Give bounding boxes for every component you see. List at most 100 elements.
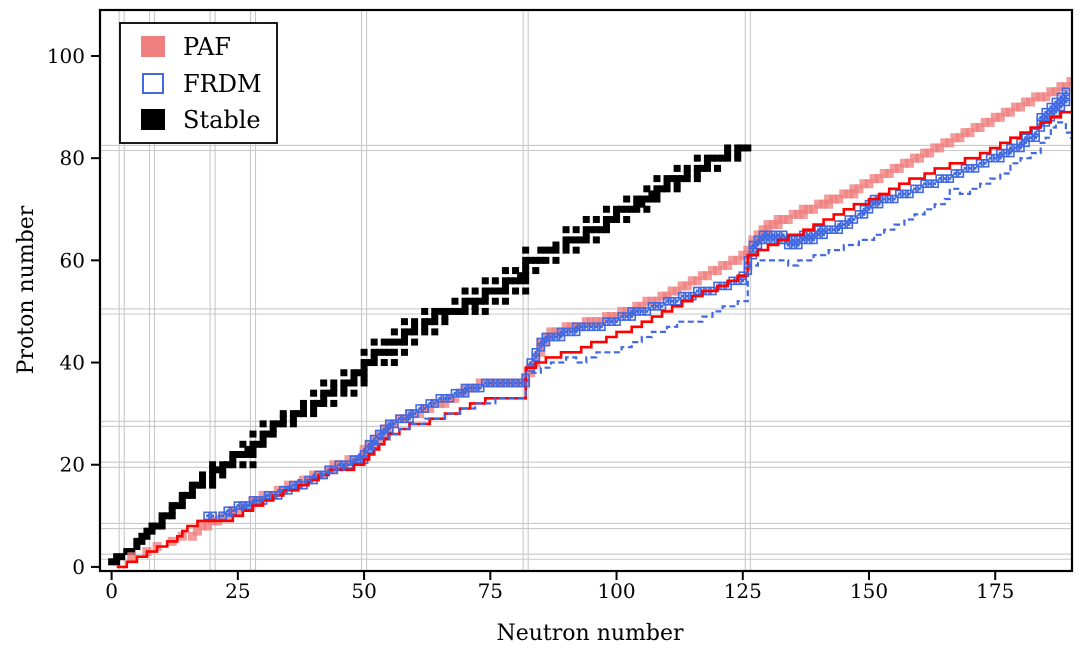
data-point-dot bbox=[857, 212, 861, 216]
data-point bbox=[360, 369, 368, 377]
data-point-dot bbox=[559, 330, 563, 334]
data-point bbox=[940, 138, 950, 148]
data-point bbox=[930, 179, 939, 189]
data-point bbox=[703, 164, 711, 172]
data-point bbox=[501, 277, 509, 285]
data-point bbox=[481, 307, 489, 315]
data-point bbox=[844, 220, 854, 229]
data-point bbox=[899, 158, 909, 168]
data-point-dot bbox=[958, 172, 962, 175]
data-point bbox=[1056, 97, 1066, 107]
data-point-dot bbox=[610, 320, 613, 324]
data-point bbox=[889, 194, 899, 204]
data-point-dot bbox=[948, 177, 952, 181]
data-point bbox=[163, 512, 171, 520]
data-point bbox=[723, 260, 733, 270]
data-point bbox=[219, 461, 227, 469]
data-point bbox=[714, 164, 722, 172]
data-point bbox=[607, 317, 616, 326]
data-point bbox=[330, 379, 338, 387]
data-point-dot bbox=[847, 218, 851, 221]
data-point bbox=[158, 522, 166, 530]
data-point-dot bbox=[241, 504, 245, 508]
data-point bbox=[693, 154, 701, 162]
data-point bbox=[758, 225, 768, 235]
y-tick-label: 20 bbox=[60, 453, 85, 477]
data-point bbox=[475, 383, 485, 393]
data-point-dot bbox=[615, 320, 618, 324]
data-point bbox=[113, 558, 121, 566]
data-point bbox=[436, 307, 444, 315]
data-point-dot bbox=[761, 238, 765, 242]
data-point bbox=[814, 199, 824, 209]
data-point bbox=[229, 451, 237, 459]
data-point bbox=[411, 323, 419, 331]
data-point bbox=[1051, 102, 1061, 112]
data-point bbox=[209, 476, 217, 484]
data-point bbox=[612, 312, 622, 322]
data-point bbox=[814, 225, 823, 234]
data-point bbox=[975, 123, 985, 133]
data-point bbox=[869, 199, 879, 209]
data-point bbox=[623, 195, 631, 203]
data-point bbox=[572, 226, 580, 234]
data-point bbox=[192, 526, 202, 536]
data-point bbox=[582, 236, 590, 244]
data-point bbox=[864, 179, 874, 189]
data-point bbox=[360, 379, 368, 387]
data-point bbox=[692, 276, 702, 286]
data-point bbox=[1001, 148, 1010, 158]
data-point bbox=[349, 455, 359, 464]
data-point bbox=[824, 194, 834, 204]
data-point-dot bbox=[771, 233, 775, 237]
data-point bbox=[839, 220, 849, 229]
data-point-dot bbox=[807, 233, 810, 237]
data-point bbox=[431, 307, 439, 315]
legend-label-frdm: FRDM bbox=[183, 70, 262, 98]
data-point bbox=[788, 209, 798, 219]
data-point bbox=[350, 369, 358, 377]
data-point bbox=[536, 347, 546, 357]
data-point bbox=[153, 522, 161, 530]
data-point bbox=[340, 384, 348, 392]
data-point bbox=[1061, 97, 1071, 107]
data-point bbox=[537, 246, 545, 254]
data-point bbox=[320, 389, 328, 397]
data-point-dot bbox=[751, 248, 755, 252]
data-point-dot bbox=[685, 294, 689, 298]
data-point-dot bbox=[529, 361, 533, 364]
data-point bbox=[259, 440, 267, 448]
data-point bbox=[824, 225, 833, 234]
data-point bbox=[435, 394, 445, 403]
data-point-dot bbox=[1008, 146, 1012, 150]
data-point bbox=[768, 230, 778, 240]
data-point bbox=[970, 164, 980, 173]
data-point bbox=[496, 378, 505, 388]
data-point bbox=[970, 123, 980, 133]
data-point bbox=[1026, 133, 1035, 143]
data-point-dot bbox=[680, 294, 684, 298]
data-point bbox=[1016, 143, 1025, 153]
data-point bbox=[824, 199, 834, 209]
data-point bbox=[219, 471, 227, 479]
data-point-dot bbox=[756, 243, 760, 247]
data-point bbox=[501, 378, 510, 388]
data-point bbox=[148, 527, 156, 535]
data-point bbox=[400, 348, 408, 356]
data-point bbox=[360, 348, 368, 356]
data-point-dot bbox=[978, 161, 982, 165]
frdm-boundary-line bbox=[217, 121, 1072, 517]
data-point bbox=[522, 246, 530, 254]
data-point-dot bbox=[1059, 105, 1063, 109]
data-point bbox=[613, 215, 621, 223]
data-point-dot bbox=[1014, 146, 1017, 150]
x-axis-ticks: 0 25 50 75 100 125 150 175 bbox=[105, 571, 1014, 603]
data-point bbox=[188, 491, 196, 499]
data-point bbox=[617, 312, 626, 321]
data-point bbox=[512, 267, 520, 275]
data-point-dot bbox=[923, 182, 926, 186]
data-point bbox=[562, 241, 570, 249]
data-point-dot bbox=[458, 391, 462, 395]
data-point-dot bbox=[695, 289, 699, 293]
data-point bbox=[935, 143, 945, 153]
